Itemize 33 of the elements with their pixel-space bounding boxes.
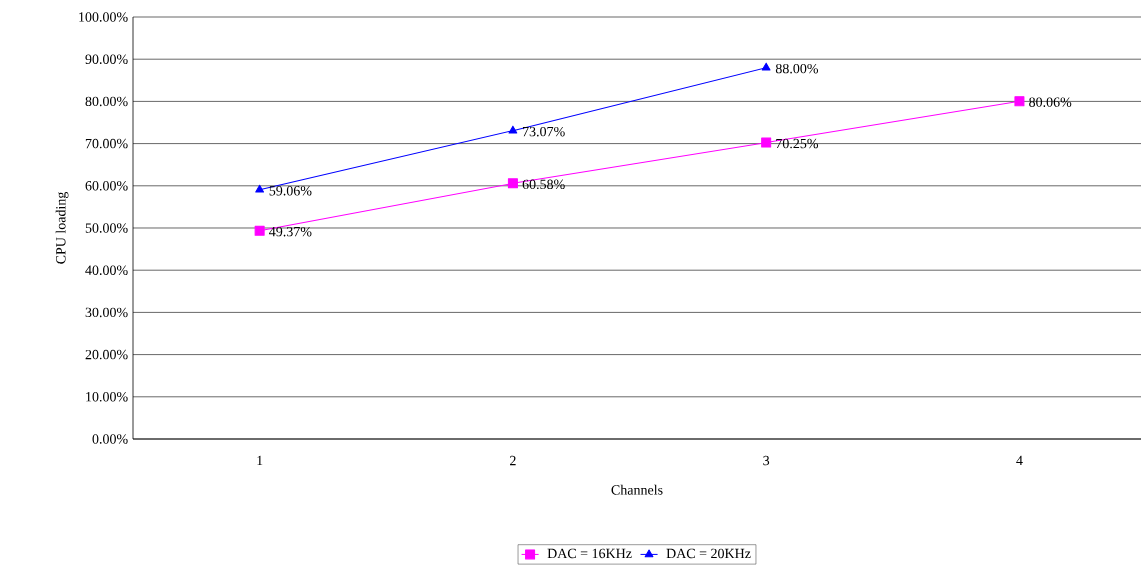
- point: [1014, 96, 1025, 107]
- point: [507, 178, 518, 189]
- data-label: 88.00%: [775, 63, 819, 74]
- point: [761, 62, 771, 71]
- y-tick-label: 10.00%: [86, 392, 128, 402]
- data-label: 49.37%: [269, 226, 312, 237]
- data-label: 73.07%: [523, 126, 565, 137]
- x-tick-label: 3: [763, 455, 770, 466]
- y-tick-label: 70.00%: [85, 138, 128, 149]
- y-tick-label: 90.00%: [85, 54, 128, 64]
- y-tick-label: 80.00%: [85, 96, 128, 107]
- x-tick-label: 2: [510, 455, 516, 466]
- legend-label: DAC = 20KHz: [666, 548, 751, 559]
- point: [255, 184, 265, 193]
- data-label: 80.06%: [1029, 97, 1072, 107]
- x-axis-title: Channels: [611, 484, 663, 495]
- legend-label: DAC = 16KHz: [547, 548, 632, 559]
- y-tick-label: 20.00%: [85, 349, 128, 360]
- data-label: 70.25%: [776, 138, 819, 149]
- point: [254, 225, 265, 236]
- x-tick-label: 4: [1016, 455, 1023, 466]
- y-tick-label: 40.00%: [85, 265, 128, 275]
- data-label: 59.06%: [269, 186, 312, 196]
- y-tick-label: 0.00%: [92, 434, 128, 444]
- y-tick-label: 50.00%: [85, 223, 128, 233]
- y-tick-label: 30.00%: [85, 307, 128, 318]
- data-label: 60.58%: [522, 179, 565, 190]
- point: [761, 137, 772, 148]
- x-tick-label: 1: [257, 455, 263, 466]
- y-axis-title: CPU loading: [55, 191, 69, 264]
- y-tick-label: 60.00%: [85, 181, 128, 191]
- point: [508, 125, 518, 134]
- y-tick-label: 100.00%: [79, 12, 128, 22]
